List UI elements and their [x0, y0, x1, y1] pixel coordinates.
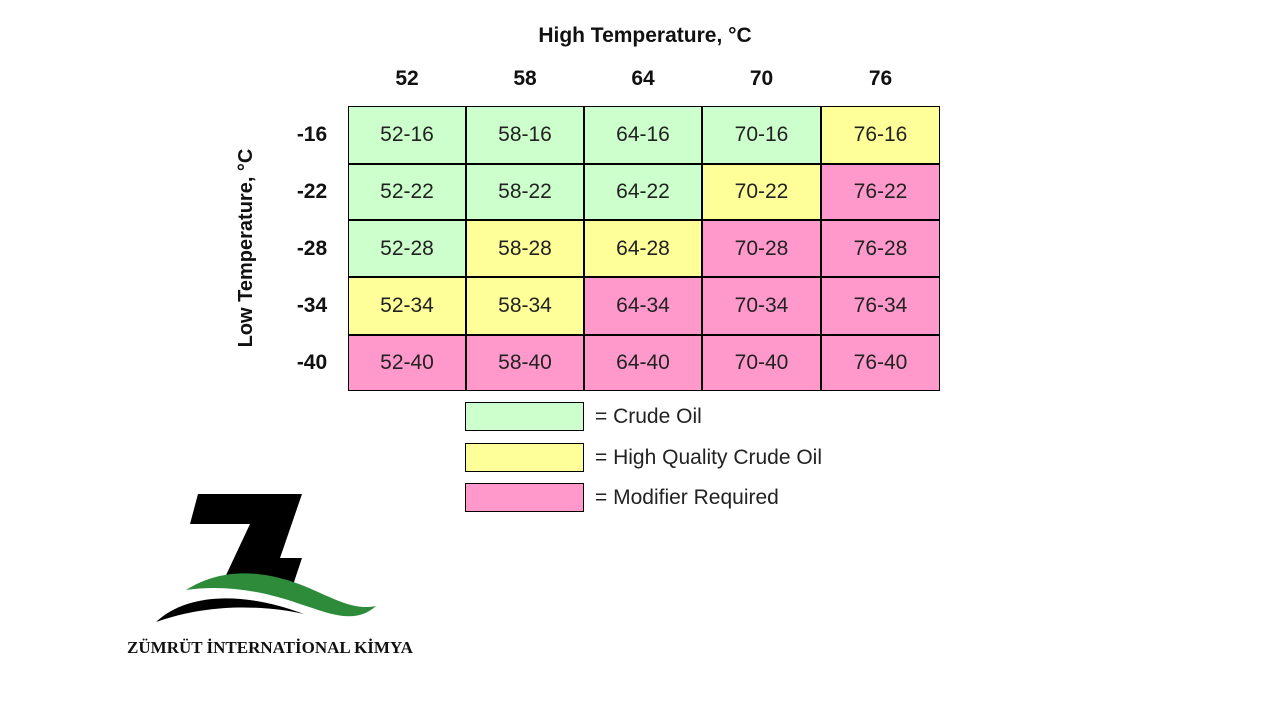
- column-header-70: 70: [749, 67, 774, 90]
- grade-cell-64-40: 64-40: [584, 335, 702, 391]
- row-header--22: -22: [296, 180, 328, 203]
- column-header-76: 76: [868, 67, 893, 90]
- legend-label-hq: = High Quality Crude Oil: [595, 446, 823, 469]
- grade-cell-70-16: 70-16: [702, 106, 821, 164]
- grade-cell-64-28: 64-28: [584, 220, 702, 277]
- company-name: ZÜMRÜT İNTERNATİONAL KİMYA: [127, 638, 413, 657]
- grade-cell-58-40: 58-40: [466, 335, 584, 391]
- legend-label-crude: = Crude Oil: [595, 405, 702, 428]
- grade-cell-76-16: 76-16: [821, 106, 940, 164]
- grade-cell-64-22: 64-22: [584, 164, 702, 220]
- row-header--34: -34: [296, 294, 328, 317]
- column-header-58: 58: [513, 67, 537, 90]
- grade-grid: 52-16 58-16 64-16 70-16 76-16 52-22 58-22 64-22…: [348, 106, 940, 391]
- grade-cell-64-34: 64-34: [584, 277, 702, 335]
- logo-black-swoosh: [156, 598, 304, 622]
- column-header-64: 64: [631, 67, 655, 90]
- zumrut-z-logo-icon: [156, 494, 376, 622]
- grade-cell-76-34: 76-34: [821, 277, 940, 335]
- legend-swatch-crude: [465, 402, 584, 431]
- grade-cell-52-28: 52-28: [348, 220, 466, 277]
- grade-cell-58-34: 58-34: [466, 277, 584, 335]
- low-temperature-axis-title: Low Temperature, °C: [235, 148, 257, 348]
- grade-cell-70-28: 70-28: [702, 220, 821, 277]
- legend-label-mod: = Modifier Required: [595, 486, 779, 509]
- column-header-52: 52: [395, 67, 419, 90]
- grade-cell-52-22: 52-22: [348, 164, 466, 220]
- row-header--16: -16: [296, 123, 328, 146]
- grade-cell-70-40: 70-40: [702, 335, 821, 391]
- grade-cell-58-16: 58-16: [466, 106, 584, 164]
- grade-cell-58-22: 58-22: [466, 164, 584, 220]
- grade-cell-58-28: 58-28: [466, 220, 584, 277]
- legend-swatch-mod: [465, 483, 584, 512]
- logo-green-swoosh: [186, 573, 376, 617]
- grade-cell-64-16: 64-16: [584, 106, 702, 164]
- row-header--28: -28: [296, 237, 328, 260]
- logo-letter-z-shape: [190, 494, 302, 588]
- legend-swatch-hq: [465, 443, 584, 472]
- grade-cell-52-40: 52-40: [348, 335, 466, 391]
- high-temperature-axis-title: High Temperature, °C: [538, 24, 752, 47]
- grade-cell-76-40: 76-40: [821, 335, 940, 391]
- grade-cell-76-28: 76-28: [821, 220, 940, 277]
- grade-cell-70-22: 70-22: [702, 164, 821, 220]
- grade-cell-52-34: 52-34: [348, 277, 466, 335]
- row-header--40: -40: [296, 351, 328, 374]
- grade-cell-52-16: 52-16: [348, 106, 466, 164]
- grade-cell-70-34: 70-34: [702, 277, 821, 335]
- grade-cell-76-22: 76-22: [821, 164, 940, 220]
